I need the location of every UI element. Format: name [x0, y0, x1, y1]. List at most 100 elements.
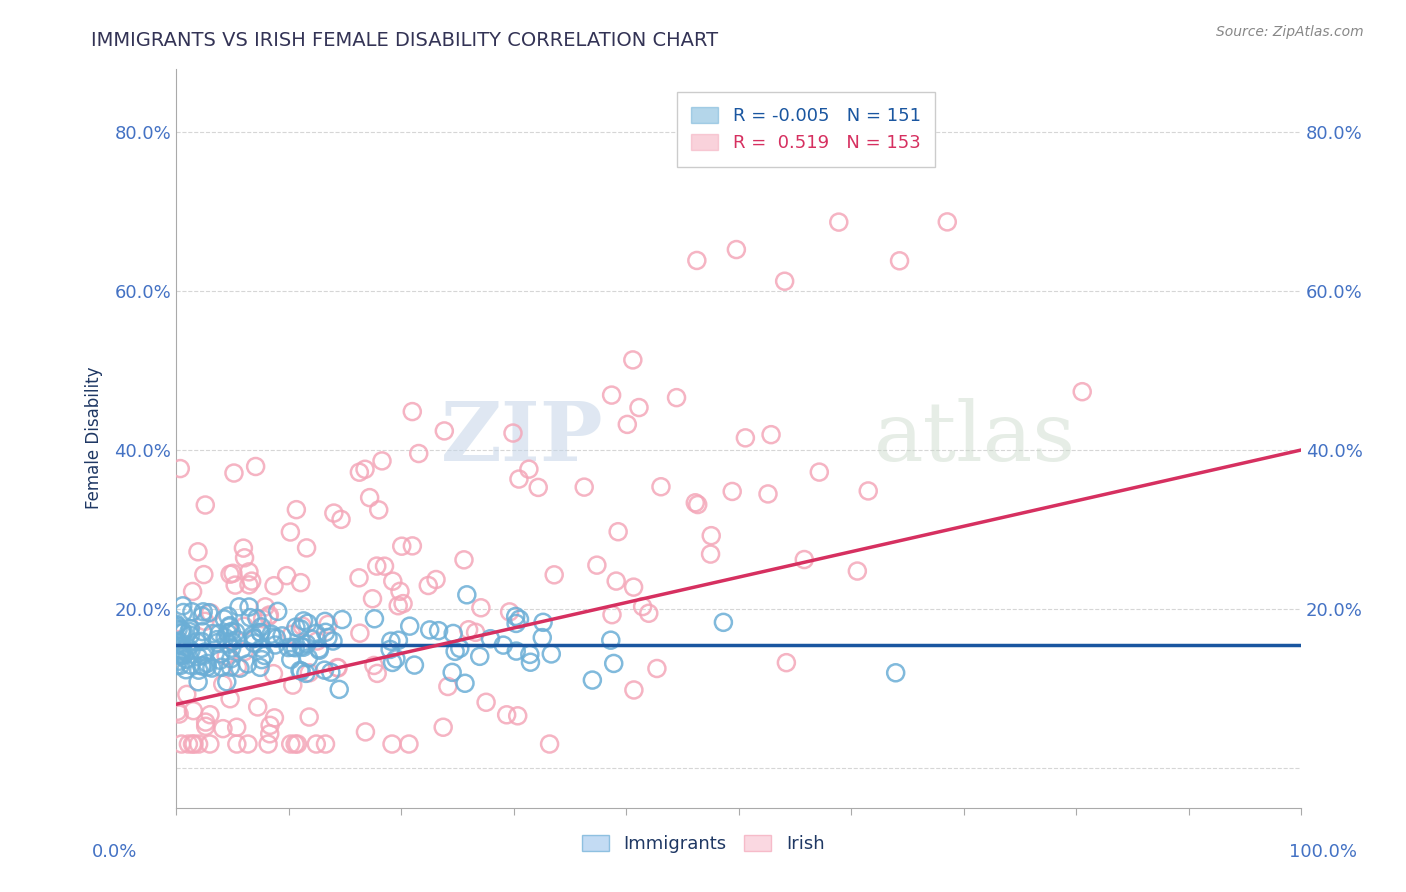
Point	[756, 487, 779, 501]
Point	[170, 625, 193, 640]
Point	[349, 465, 371, 479]
Point	[773, 274, 796, 288]
Point	[359, 491, 381, 505]
Point	[259, 718, 281, 732]
Point	[201, 661, 224, 675]
Point	[250, 641, 273, 656]
Point	[262, 666, 284, 681]
Point	[238, 600, 260, 615]
Point	[586, 558, 609, 573]
Point	[225, 737, 247, 751]
Point	[685, 496, 707, 510]
Point	[432, 720, 454, 734]
Point	[299, 632, 322, 646]
Point	[387, 633, 409, 648]
Point	[257, 609, 280, 624]
Point	[219, 691, 242, 706]
Point	[191, 608, 214, 623]
Point	[281, 627, 304, 641]
Point	[212, 722, 235, 736]
Text: IMMIGRANTS VS IRISH FEMALE DISABILITY CORRELATION CHART: IMMIGRANTS VS IRISH FEMALE DISABILITY CO…	[91, 31, 718, 50]
Point	[217, 626, 239, 640]
Point	[284, 620, 307, 634]
Point	[190, 634, 212, 648]
Point	[540, 647, 562, 661]
Point	[209, 647, 232, 661]
Point	[172, 599, 194, 613]
Point	[170, 643, 193, 657]
Point	[326, 661, 349, 675]
Point	[225, 720, 247, 734]
Point	[165, 658, 187, 673]
Point	[222, 466, 245, 480]
Point	[858, 483, 880, 498]
Point	[226, 660, 249, 674]
Point	[280, 652, 302, 666]
Point	[242, 628, 264, 642]
Legend: Immigrants, Irish: Immigrants, Irish	[574, 828, 832, 861]
Point	[267, 604, 290, 618]
Point	[889, 253, 911, 268]
Point	[686, 253, 709, 268]
Point	[198, 737, 221, 751]
Point	[186, 635, 208, 649]
Point	[221, 641, 243, 656]
Point	[187, 737, 209, 751]
Point	[238, 578, 260, 592]
Point	[242, 631, 264, 645]
Point	[191, 624, 214, 639]
Point	[505, 616, 527, 631]
Point	[187, 649, 209, 664]
Point	[179, 628, 201, 642]
Point	[250, 652, 273, 666]
Point	[828, 215, 851, 229]
Point	[217, 637, 239, 651]
Point	[305, 626, 328, 640]
Point	[284, 737, 307, 751]
Point	[253, 648, 276, 663]
Point	[437, 680, 460, 694]
Point	[734, 431, 756, 445]
Point	[508, 472, 530, 486]
Point	[166, 619, 188, 633]
Point	[408, 446, 430, 460]
Point	[616, 417, 638, 432]
Point	[322, 506, 344, 520]
Point	[506, 708, 529, 723]
Point	[194, 615, 217, 629]
Point	[454, 676, 477, 690]
Point	[208, 653, 231, 667]
Point	[600, 388, 623, 402]
Point	[373, 559, 395, 574]
Point	[246, 611, 269, 625]
Point	[686, 498, 709, 512]
Point	[538, 737, 561, 751]
Point	[239, 610, 262, 624]
Point	[232, 541, 254, 555]
Point	[519, 655, 541, 669]
Point	[260, 627, 283, 641]
Point	[456, 588, 478, 602]
Point	[713, 615, 735, 630]
Point	[328, 682, 350, 697]
Point	[195, 660, 218, 674]
Point	[808, 465, 831, 479]
Point	[721, 484, 744, 499]
Point	[398, 619, 420, 633]
Point	[404, 658, 426, 673]
Point	[637, 607, 659, 621]
Point	[221, 624, 243, 639]
Point	[219, 652, 242, 666]
Point	[665, 391, 688, 405]
Point	[418, 578, 440, 592]
Point	[252, 612, 274, 626]
Point	[290, 640, 312, 654]
Point	[378, 642, 401, 657]
Point	[224, 578, 246, 592]
Point	[366, 666, 388, 681]
Point	[221, 634, 243, 648]
Point	[187, 545, 209, 559]
Point	[249, 625, 271, 640]
Point	[211, 660, 233, 674]
Point	[231, 642, 253, 657]
